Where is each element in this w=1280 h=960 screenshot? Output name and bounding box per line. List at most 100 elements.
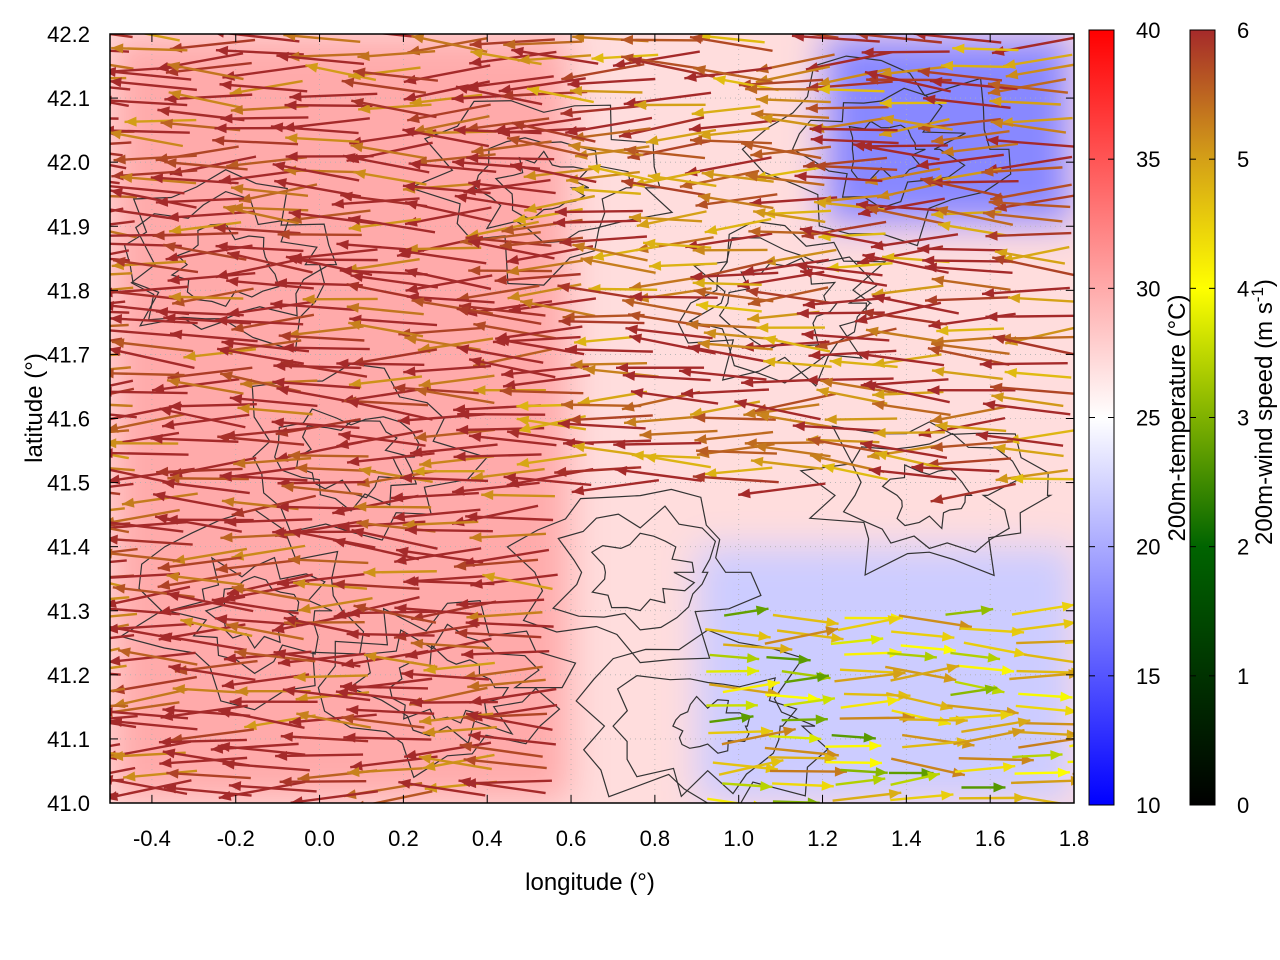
wind-arrow xyxy=(408,159,497,174)
y-tick-label: 42.2 xyxy=(47,22,90,47)
wind-arrow xyxy=(989,96,1061,107)
wind-arrow xyxy=(561,399,642,410)
wind-arrow xyxy=(453,451,542,462)
wind-arrow xyxy=(332,579,420,590)
wind-arrow xyxy=(110,366,131,371)
wind-arrow xyxy=(168,221,242,235)
wind-arrow xyxy=(456,598,545,609)
wind-arrow xyxy=(229,696,318,707)
wind-arrow xyxy=(456,344,544,364)
wind-arrow xyxy=(110,220,135,226)
wind-arrow xyxy=(645,128,717,146)
wind-arrow xyxy=(1023,653,1074,664)
wind-arrow xyxy=(721,726,796,746)
wind-arrow xyxy=(772,613,839,628)
y-tick-label: 41.1 xyxy=(47,727,90,752)
wind-arrow xyxy=(872,293,959,315)
wind-arrow xyxy=(348,320,424,338)
wind-arrow xyxy=(110,607,180,616)
wind-arrow xyxy=(410,638,491,650)
wind-speed-colorbar-label: 200m-wind speed (m s-1) xyxy=(1248,279,1278,545)
wind-arrow xyxy=(810,134,899,145)
wind-arrow xyxy=(809,123,898,134)
wind-arrow xyxy=(461,649,550,660)
wind-arrow xyxy=(158,736,247,747)
wind-arrow xyxy=(692,245,768,256)
wind-arrow xyxy=(166,591,254,613)
wind-arrow xyxy=(110,329,181,338)
wind-arrow xyxy=(456,306,542,325)
colorbar-tick-label: 10 xyxy=(1136,793,1160,818)
wind-arrow xyxy=(985,230,1072,241)
wind-arrow xyxy=(454,192,542,211)
wind-arrow xyxy=(414,386,495,405)
wind-arrow xyxy=(272,527,361,538)
wind-arrow xyxy=(693,412,776,423)
wind-arrow xyxy=(279,776,367,787)
wind-arrow xyxy=(689,34,773,52)
wind-arrow xyxy=(346,629,435,640)
wind-arrow xyxy=(629,333,716,355)
wind-arrow xyxy=(924,262,1013,274)
colorbar-tick-label: 35 xyxy=(1136,147,1160,172)
wind-arrow xyxy=(695,193,778,210)
wind-arrow xyxy=(288,554,369,565)
wind-arrow xyxy=(621,177,706,197)
wind-arrow xyxy=(110,286,134,291)
wind-arrow xyxy=(557,282,643,301)
wind-arrow xyxy=(110,194,137,199)
wind-arrow xyxy=(614,465,703,483)
wind-arrow xyxy=(363,567,437,578)
wind-arrow xyxy=(341,713,425,729)
wind-arrow xyxy=(172,547,248,565)
wind-arrow xyxy=(404,524,493,535)
wind-arrow xyxy=(419,455,495,469)
wind-arrow xyxy=(418,374,495,389)
wind-arrow xyxy=(110,752,125,756)
wind-arrow xyxy=(110,310,130,314)
wind-label-main: 200m-wind speed (m s xyxy=(1251,302,1278,545)
wind-arrow xyxy=(686,319,765,330)
wind-arrow xyxy=(164,158,248,171)
wind-arrow xyxy=(567,77,656,89)
wind-arrow xyxy=(961,782,1006,793)
wind-arrow xyxy=(784,672,830,684)
wind-arrow xyxy=(163,313,252,325)
terrain-contour xyxy=(119,508,365,711)
wind-arrow xyxy=(572,442,642,457)
wind-arrow xyxy=(465,511,554,522)
wind-arrow xyxy=(694,430,774,445)
wind-arrow xyxy=(284,100,373,111)
wind-arrow xyxy=(825,740,882,751)
wind-arrow xyxy=(471,140,552,156)
wind-arrow xyxy=(871,400,951,417)
wind-arrow xyxy=(154,513,242,533)
wind-arrow xyxy=(745,287,831,305)
wind-arrow xyxy=(161,413,250,430)
wind-arrow xyxy=(225,621,304,641)
wind-arrow xyxy=(1018,737,1074,749)
wind-arrow xyxy=(930,340,1010,356)
wind-arrow xyxy=(409,697,498,708)
wind-arrow xyxy=(1018,691,1073,702)
wind-arrow xyxy=(689,135,772,146)
wind-arrow xyxy=(885,692,953,711)
colorbar-tick-label: 20 xyxy=(1136,535,1160,560)
wind-arrow xyxy=(110,572,180,579)
wind-arrow xyxy=(226,276,314,290)
wind-arrow xyxy=(752,208,826,224)
wind-arrow xyxy=(358,466,433,484)
wind-arrow xyxy=(587,163,655,183)
colorbar-tick-label: 1 xyxy=(1237,664,1249,689)
wind-arrow xyxy=(623,145,706,160)
wind-arrow xyxy=(989,382,1074,395)
wind-arrow xyxy=(401,669,490,681)
wind-arrow xyxy=(110,63,134,70)
x-tick-label: 0.0 xyxy=(304,826,335,851)
wind-arrow xyxy=(723,643,793,654)
wind-arrow xyxy=(1007,293,1074,304)
x-tick-label: 1.6 xyxy=(975,826,1006,851)
wind-arrow xyxy=(296,710,372,729)
wind-arrow xyxy=(813,161,898,172)
wind-arrow xyxy=(220,532,301,543)
